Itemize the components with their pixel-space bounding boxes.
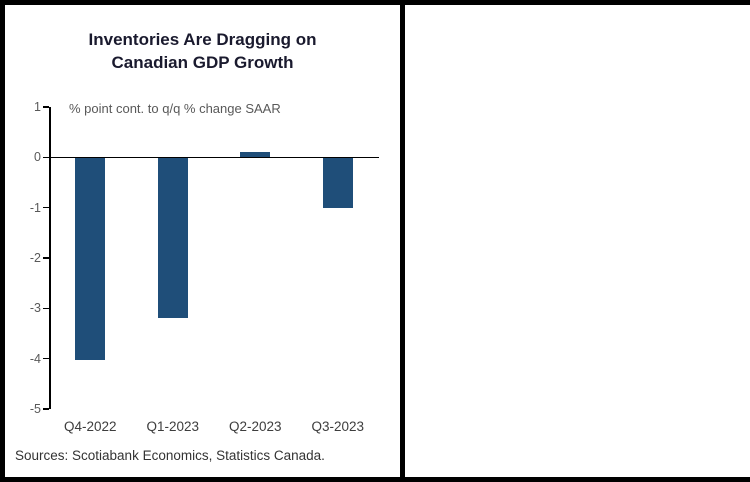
y-tick-label: -1 [29,200,41,215]
y-tick-label: 1 [34,100,41,114]
axis-annotation: % point cont. to q/q % change SAAR [69,101,281,116]
y-tick-mark [43,257,49,259]
y-tick-label: -2 [29,251,41,265]
chart-title-line2: Canadian GDP Growth [111,52,294,72]
bar-Q1-2023 [157,157,188,319]
chart-title: Inventories Are Dragging on Canadian GDP… [5,29,400,75]
zero-line [49,156,379,159]
y-tick-label: 0 [34,150,41,165]
source-line: Sources: Scotiabank Economics, Statistic… [15,448,325,463]
plot-area: % point cont. to q/q % change SAAR 1 0 -1 -… [5,5,400,477]
chart-panel: Inventories Are Dragging on Canadian GDP… [0,5,405,477]
y-axis-line [49,107,51,409]
y-tick-label: -4 [29,351,41,366]
y-tick-mark [43,408,49,410]
y-tick-mark [43,206,49,209]
bar-Q3-2023 [322,157,353,208]
x-tick-label: Q2-2023 [228,419,282,434]
bar-Q4-2022 [75,157,106,361]
bar-Q2-2023 [240,152,271,158]
y-tick-mark [43,357,49,360]
y-tick-label: -3 [29,301,41,316]
x-tick-label: Q1-2023 [146,419,200,434]
y-tick-label: -5 [29,402,41,416]
chart-title-line1: Inventories Are Dragging on [88,30,317,49]
y-tick-mark [43,307,49,310]
y-tick-mark [43,106,49,108]
y-tick-mark [43,156,49,159]
x-tick-label: Q4-2022 [63,419,117,434]
x-tick-label: Q3-2023 [311,419,365,434]
